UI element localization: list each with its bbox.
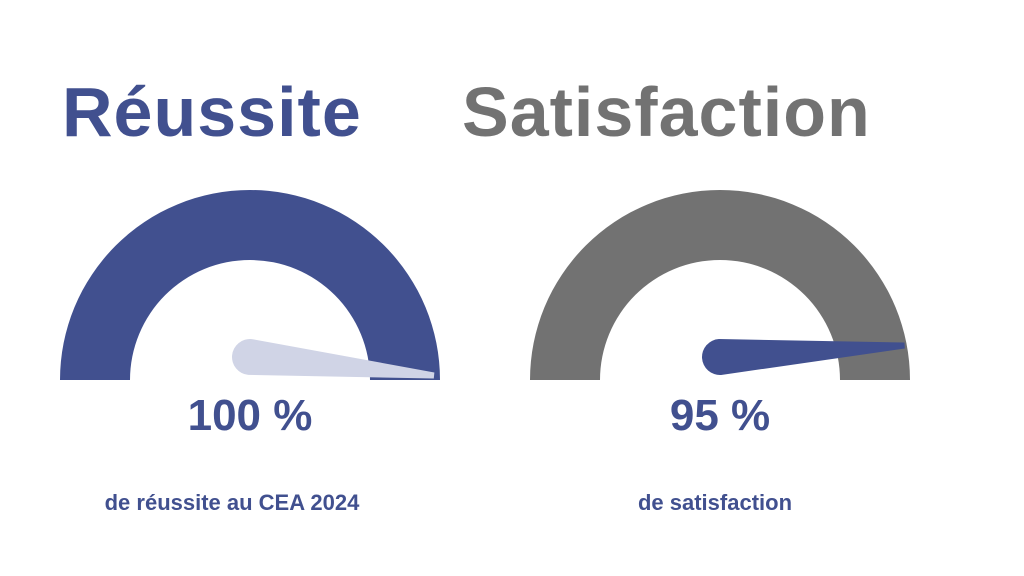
reussite-gauge	[60, 190, 440, 380]
title-satisfaction: Satisfaction	[462, 73, 871, 151]
satisfaction-value: 95 %	[669, 391, 771, 440]
reussite-gauge-arc	[60, 190, 440, 380]
title-reussite: Réussite	[62, 73, 362, 151]
satisfaction-caption: de satisfaction	[637, 490, 793, 515]
reussite-caption: de réussite au CEA 2024	[104, 490, 360, 515]
satisfaction-gauge-needle	[702, 339, 905, 375]
reussite-gauge-needle	[232, 339, 435, 379]
satisfaction-gauge-arc	[530, 190, 910, 380]
satisfaction-gauge	[530, 190, 910, 380]
reussite-value: 100 %	[187, 391, 313, 440]
